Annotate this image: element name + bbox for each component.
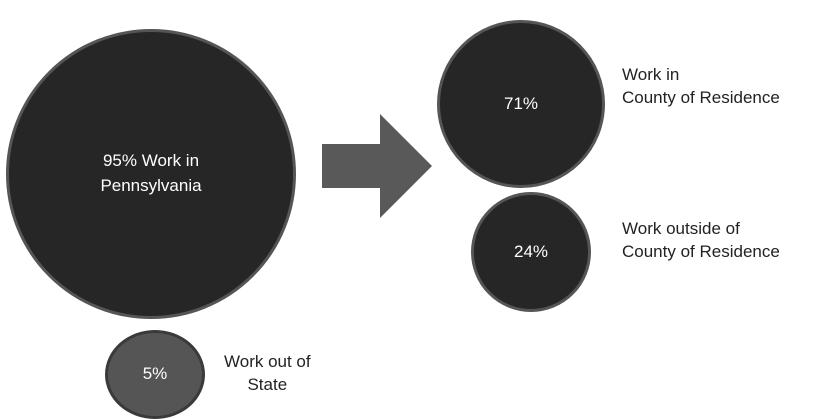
pennsylvania-circle: 95% Work in Pennsylvania [6,29,296,319]
county-label-line2: County of Residence [622,87,780,107]
county-of-residence-percent: 71% [503,93,539,113]
out-of-state-percent: 5% [142,364,168,384]
county-of-residence-label: Work in County of Residence [622,64,780,110]
outstate-label-line1: Work out of [224,352,311,371]
county-of-residence-circle: 71% [437,20,605,188]
right-arrow-icon [322,114,432,218]
pennsylvania-text-line2: Pennsylvania [100,176,202,195]
county-label-line1: Work in [622,65,680,84]
outside-label-line1: Work outside of [622,219,740,238]
out-of-state-circle: 5% [105,330,205,419]
out-of-state-label: Work out of State [224,351,311,397]
outstate-label-line2: State [247,374,288,394]
outside-county-circle: 24% [471,192,591,312]
pennsylvania-circle-text: 95% Work in Pennsylvania [71,149,231,198]
outside-county-label: Work outside of County of Residence [622,218,780,264]
outside-label-line2: County of Residence [622,241,780,261]
outside-county-percent: 24% [513,241,549,261]
pennsylvania-text-line1: 95% Work in [102,151,200,171]
